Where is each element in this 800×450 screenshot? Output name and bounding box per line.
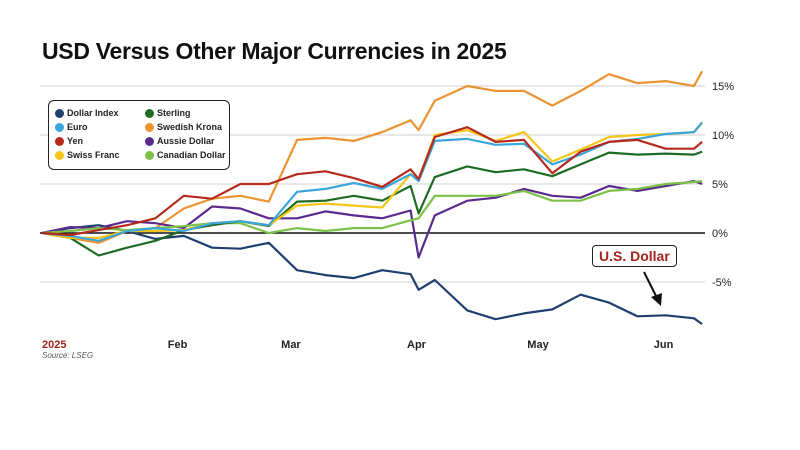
legend-label: Swiss Franc bbox=[67, 150, 120, 160]
legend-swatch-icon bbox=[55, 108, 64, 118]
y-tick-label: -5% bbox=[712, 277, 732, 289]
legend-item: Aussie Dollar bbox=[145, 136, 215, 146]
legend-swatch-icon bbox=[145, 150, 154, 160]
legend-label: Aussie Dollar bbox=[157, 136, 215, 146]
x-tick-label: Feb bbox=[168, 339, 188, 351]
y-tick-label: 10% bbox=[712, 130, 734, 142]
legend-swatch-icon bbox=[145, 136, 154, 146]
legend-label: Dollar Index bbox=[67, 108, 119, 118]
y-tick-label: 0% bbox=[712, 228, 728, 240]
legend-label: Canadian Dollar bbox=[157, 150, 226, 160]
legend-item: Sterling bbox=[145, 108, 191, 118]
series-line-sterling bbox=[41, 150, 703, 257]
legend-item: Dollar Index bbox=[55, 108, 119, 118]
legend-label: Sterling bbox=[157, 108, 191, 118]
series-line-dollar-index bbox=[41, 224, 703, 325]
y-tick-label: 15% bbox=[712, 81, 734, 93]
legend-label: Swedish Krona bbox=[157, 122, 223, 132]
legend-label: Euro bbox=[67, 122, 88, 132]
legend-swatch-icon bbox=[55, 150, 64, 160]
x-tick-label: Mar bbox=[281, 339, 301, 351]
series-line-aussie-dollar bbox=[41, 180, 703, 259]
legend-item: Swedish Krona bbox=[145, 122, 222, 132]
arrow-head-icon bbox=[651, 293, 662, 306]
legend-item: Euro bbox=[55, 122, 88, 132]
x-tick-label: 2025 bbox=[42, 339, 66, 351]
legend-item: Yen bbox=[55, 136, 83, 146]
x-tick-label: Jun bbox=[654, 339, 674, 351]
us-dollar-annotation: U.S. Dollar bbox=[592, 245, 677, 267]
series-line-yen bbox=[41, 126, 703, 237]
legend-swatch-icon bbox=[145, 122, 154, 132]
legend-label: Yen bbox=[67, 136, 84, 146]
annotation-arrow bbox=[643, 271, 658, 299]
chart-title: USD Versus Other Major Currencies in 202… bbox=[42, 38, 507, 64]
legend: Dollar Index Euro Yen Swiss Franc Sterling Sw… bbox=[48, 100, 230, 170]
series-line-swiss-franc bbox=[41, 122, 703, 239]
legend-item: Canadian Dollar bbox=[145, 150, 226, 160]
x-tick-label: May bbox=[527, 339, 549, 351]
source-note: Source: LSEG bbox=[42, 351, 94, 360]
legend-swatch-icon bbox=[55, 136, 64, 146]
legend-swatch-icon bbox=[145, 108, 154, 118]
legend-item: Swiss Franc bbox=[55, 150, 120, 160]
legend-swatch-icon bbox=[55, 122, 64, 132]
y-tick-label: 5% bbox=[712, 179, 728, 191]
x-tick-label: Apr bbox=[407, 339, 427, 351]
